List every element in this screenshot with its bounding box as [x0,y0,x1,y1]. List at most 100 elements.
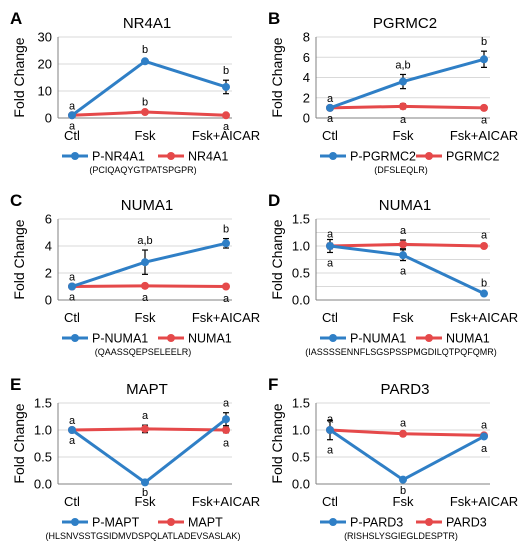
legend-swatch-marker [329,518,337,526]
x-tick-label: Ctl [322,494,338,509]
y-tick-label: 2 [45,266,52,281]
legend-swatch-marker [167,518,175,526]
legend-swatch-marker [425,334,433,342]
panel-letter: D [268,191,280,210]
x-tick-label: Fsk [393,310,414,325]
series-line-numa1 [71,284,227,288]
data-point [480,242,488,250]
legend-swatch-marker [425,152,433,160]
y-tick-label: 1.0 [292,239,310,254]
legend-label: P-PGRMC2 [350,150,416,164]
legend-label: P-NUMA1 [92,332,148,346]
chart-title: MAPT [126,381,168,398]
peptide-sequence: (RISHSLYSGIEGLDESPTR) [344,531,458,541]
legend-label: NUMA1 [188,332,232,346]
significance-letter: a [481,419,488,431]
panel-f: F PARD3 Fold Change 0.0 0.5 1.0 1.5 Ctl Fsk Fsk+A… [268,375,518,541]
legend-label: PARD3 [446,516,487,530]
panel-letter: F [268,375,278,394]
legend-label: PGRMC2 [446,150,500,164]
x-tick-label: Fsk [393,494,414,509]
data-point [222,239,230,248]
significance-letter: a [69,272,76,284]
significance-letter: a [400,266,407,278]
significance-letter: a [142,292,149,304]
data-point [399,102,407,111]
significance-letter: b [481,36,487,48]
y-axis-label: Fold Change [269,403,285,483]
legend-swatch-marker [329,152,337,160]
significance-letter: a [223,121,230,133]
significance-letter: b [223,224,229,236]
panel-letter: C [10,191,22,210]
y-axis-label: Fold Change [269,219,285,299]
y-tick-label: 8 [303,30,310,45]
significance-letter: a,b [395,59,410,71]
significance-letter: a [327,93,334,105]
significance-letter: a [327,445,334,457]
data-point [141,258,149,267]
panel-letter: B [268,9,280,28]
x-tick-label: Fsk+AICAR [450,494,518,509]
chart-title: NR4A1 [123,15,171,32]
significance-letter: a [223,293,230,305]
significance-letter: a [400,114,407,126]
legend-label: P-NUMA1 [350,332,406,346]
data-point [399,475,407,484]
y-tick-label: 0.5 [292,266,310,281]
y-axis-label: Fold Change [11,219,27,299]
x-tick-label: Ctl [64,128,80,143]
y-axis-label: Fold Change [269,37,285,117]
significance-letter: a [481,114,488,126]
panel-d: D NUMA1 Fold Change 0.0 0.5 1.0 1.5 Ctl Fsk Fsk+A… [268,191,518,357]
legend-swatch-marker [329,334,337,342]
legend-swatch-marker [71,518,79,526]
series-line-mapt [71,427,227,432]
x-tick-label: Fsk [393,128,414,143]
data-point [326,242,334,250]
significance-letter: b [481,277,487,289]
chart-title: PARD3 [381,381,430,398]
y-tick-label: 4 [45,239,52,254]
data-point [326,426,334,434]
peptide-sequence: (QAASSQEPSELEELR) [95,347,192,357]
legend-label: P-PARD3 [350,516,403,530]
significance-letter: b [400,485,406,497]
significance-letter: a [69,435,76,447]
y-tick-label: 0 [45,293,52,308]
x-tick-label: Ctl [64,310,80,325]
significance-letter: b [142,44,148,56]
y-tick-label: 1.5 [292,396,310,411]
y-tick-label: 4 [303,70,310,85]
significance-letter: a [327,228,334,240]
significance-letter: a [69,120,76,132]
y-tick-label: 0 [45,111,52,126]
x-tick-label: Fsk [135,494,156,509]
data-point [222,111,230,120]
y-axis-label: Fold Change [11,403,27,483]
data-point [480,103,488,112]
series-line-pgrmc2 [329,104,485,110]
x-tick-label: Fsk [135,310,156,325]
chart-title: NUMA1 [121,197,174,214]
significance-letter: a [223,398,230,410]
panel-c: C NUMA1 Fold Change 0 2 4 6 Ctl Fsk Fsk+AICAR a a,b… [10,191,260,357]
y-tick-label: 20 [38,57,52,72]
significance-letter: a [481,443,488,455]
y-tick-label: 6 [303,50,310,65]
data-point [141,57,149,66]
x-tick-label: Fsk+AICAR [450,128,518,143]
significance-letter: a [327,257,334,269]
series-line-nr4a1 [71,110,227,117]
legend-label: P-MAPT [92,516,140,530]
significance-letter: a [327,113,334,125]
data-point [68,111,76,120]
data-point [480,55,488,64]
legend-label: MAPT [188,516,223,530]
y-axis-label: Fold Change [11,37,27,117]
legend-swatch-marker [71,334,79,342]
y-tick-label: 2 [303,90,310,105]
peptide-sequence: (IASSSSENNFLSGSPSSPMGDILQTPQFQMR) [305,347,497,357]
significance-letter: a [400,225,407,237]
